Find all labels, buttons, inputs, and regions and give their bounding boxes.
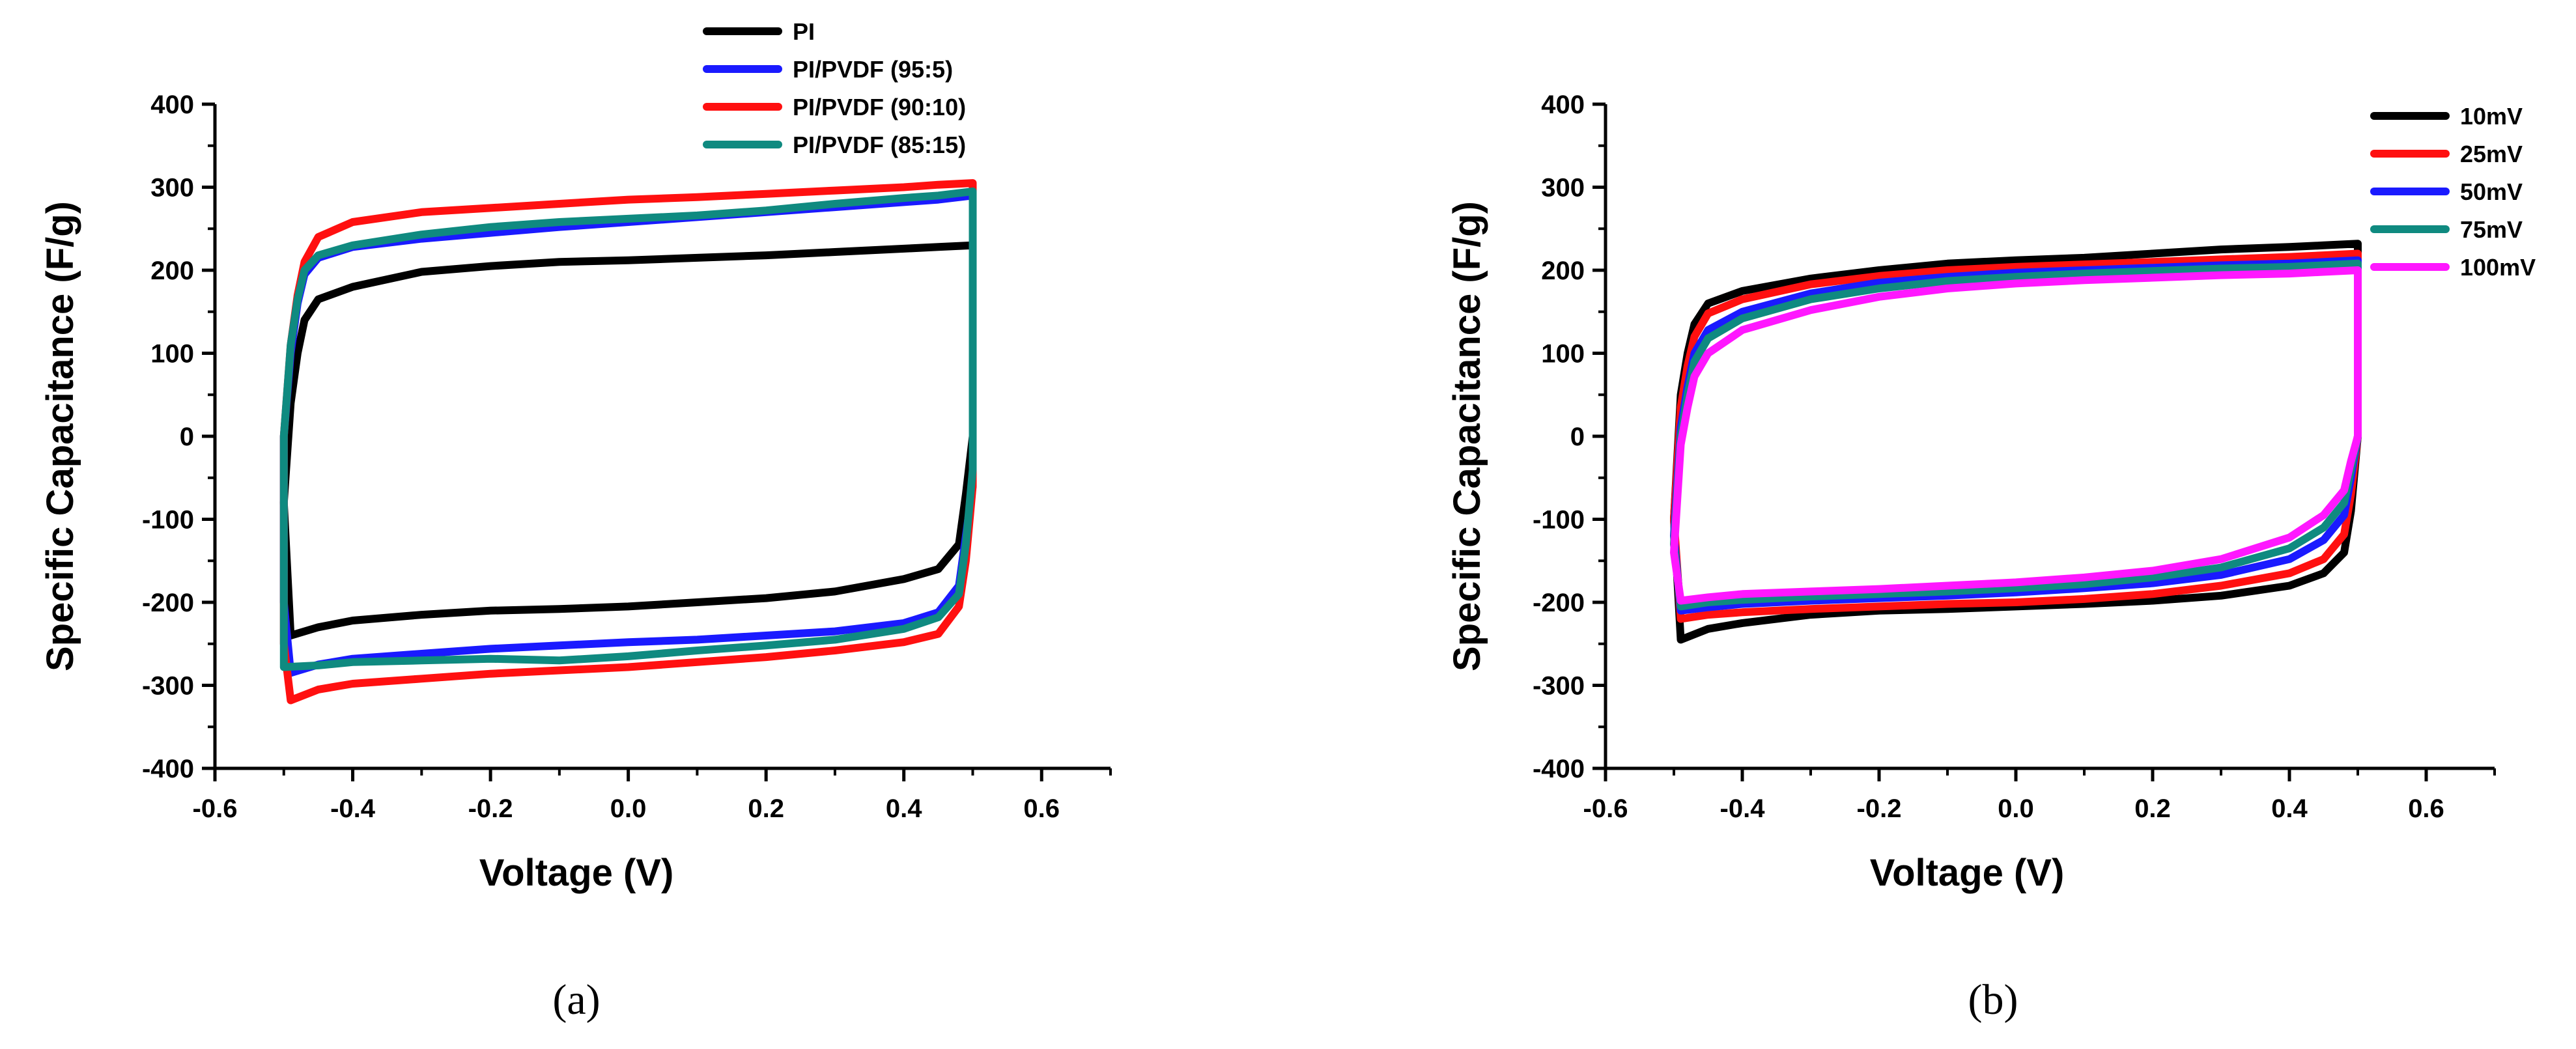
series-line-10mv bbox=[1670, 240, 2362, 644]
y-tick-label: -300 bbox=[142, 672, 194, 701]
y-tick-label: 200 bbox=[1541, 257, 1585, 285]
series-layer bbox=[1670, 240, 2362, 644]
x-tick-label: 0.0 bbox=[1998, 794, 2034, 823]
x-axis-title: Voltage (V) bbox=[479, 852, 674, 894]
axes-layer: -0.6 -0.4 -0.2 0.0 0.2 0.4 0.6 -400 -300 -200 -100… bbox=[142, 91, 1112, 823]
y-tick-label: 400 bbox=[1541, 91, 1585, 119]
series-line-pi-pvdf-85-15- bbox=[279, 187, 977, 671]
y-tick-label: -400 bbox=[1533, 755, 1585, 783]
series-line-100mv bbox=[1670, 266, 2362, 605]
panel-caption-b: (b) bbox=[1968, 976, 2018, 1024]
y-tick-label: -300 bbox=[1533, 672, 1585, 701]
series-layer bbox=[279, 179, 977, 705]
legend: PI PI/PVDF (95:5) PI/PVDF (90:10) PI/PVDF (… bbox=[703, 18, 966, 158]
x-tick-label: 0.4 bbox=[886, 794, 922, 823]
legend: 10mV 25mV 50mV 75mV 100mV bbox=[2370, 103, 2536, 281]
y-axis-title: Specific Capacitance (F/g) bbox=[39, 201, 81, 671]
y-tick-label: -200 bbox=[142, 589, 194, 617]
x-tick-label: -0.6 bbox=[1583, 794, 1628, 823]
x-tick-label: 0.0 bbox=[610, 794, 647, 823]
legend-label: 100mV bbox=[2460, 254, 2536, 281]
y-tick-label: 400 bbox=[150, 91, 194, 119]
y-tick-label: 100 bbox=[150, 340, 194, 369]
legend-label: PI/PVDF (85:15) bbox=[793, 132, 966, 158]
legend-label: PI bbox=[793, 18, 815, 45]
y-tick-label: 200 bbox=[150, 257, 194, 285]
series-line-75mv bbox=[1670, 259, 2362, 611]
legend-label: PI/PVDF (90:10) bbox=[793, 94, 966, 120]
y-tick-label: -400 bbox=[142, 755, 194, 783]
y-tick-label: -100 bbox=[142, 506, 194, 535]
chart-panel-b: -0.6 -0.4 -0.2 0.0 0.2 0.4 0.6 -400 -300 -200 -100… bbox=[1446, 91, 2536, 1024]
y-tick-label: 100 bbox=[1541, 340, 1585, 369]
x-tick-label: -0.2 bbox=[1857, 794, 1902, 823]
y-tick-label: 300 bbox=[1541, 174, 1585, 203]
legend-label: 10mV bbox=[2460, 103, 2523, 130]
legend-label: 75mV bbox=[2460, 216, 2523, 243]
panel-caption-a: (a) bbox=[552, 976, 600, 1024]
x-tick-label: -0.2 bbox=[468, 794, 513, 823]
x-axis-title: Voltage (V) bbox=[1870, 852, 2065, 894]
y-axis-title: Specific Capacitance (F/g) bbox=[1446, 201, 1488, 671]
chart-panel-a: -0.6 -0.4 -0.2 0.0 0.2 0.4 0.6 -400 -300 -200 -100… bbox=[39, 18, 1112, 1024]
axes-layer: -0.6 -0.4 -0.2 0.0 0.2 0.4 0.6 -400 -300 -200 -100… bbox=[1533, 91, 2496, 823]
series-line-pi bbox=[279, 241, 977, 639]
x-tick-label: 0.2 bbox=[748, 794, 784, 823]
legend-label: PI/PVDF (95:5) bbox=[793, 56, 953, 83]
y-tick-label: 0 bbox=[1570, 423, 1585, 451]
series-line-pi-pvdf-90-10- bbox=[279, 179, 977, 705]
x-tick-label: -0.4 bbox=[330, 794, 376, 823]
x-tick-label: 0.6 bbox=[1023, 794, 1060, 823]
x-tick-label: -0.6 bbox=[193, 794, 238, 823]
y-tick-label: 300 bbox=[150, 174, 194, 203]
legend-label: 50mV bbox=[2460, 178, 2523, 205]
series-line-25mv bbox=[1670, 249, 2362, 623]
x-tick-label: -0.4 bbox=[1720, 794, 1766, 823]
x-tick-label: 0.2 bbox=[2134, 794, 2171, 823]
legend-label: 25mV bbox=[2460, 141, 2523, 167]
y-tick-label: 0 bbox=[180, 423, 194, 451]
x-tick-label: 0.6 bbox=[2408, 794, 2444, 823]
x-tick-label: 0.4 bbox=[2271, 794, 2308, 823]
y-tick-label: -100 bbox=[1533, 506, 1585, 535]
y-tick-label: -200 bbox=[1533, 589, 1585, 617]
